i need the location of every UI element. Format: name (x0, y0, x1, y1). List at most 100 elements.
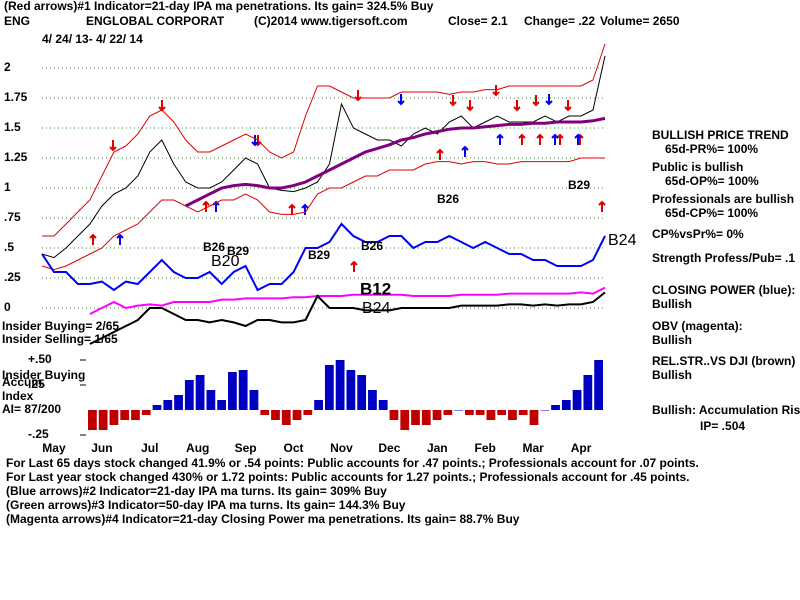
annotation: B20 (211, 253, 240, 270)
left-label: Index (2, 389, 34, 403)
accum-bar (109, 410, 119, 425)
accum-bar (131, 410, 140, 420)
x-tick-label: Feb (475, 441, 496, 455)
arrow-head (496, 133, 504, 139)
arrow-head (564, 106, 572, 112)
sidebar-text: CLOSING POWER (blue): (652, 283, 795, 297)
annotation: B26 (437, 192, 459, 206)
annotation: B26 (203, 240, 225, 254)
accum-bar (432, 410, 442, 420)
sidebar-text: Professionals are bullish (652, 192, 794, 206)
accum-bar (357, 375, 367, 410)
arrow-head (202, 200, 210, 206)
accum-bar (238, 370, 248, 410)
accum-bar (249, 390, 259, 410)
accum-bar (561, 400, 571, 410)
arrow-head (251, 141, 259, 147)
copyright: (C)2014 www.tigersoft.com (254, 14, 408, 28)
sidebar-text: REL.STR..VS DJI (brown) (652, 354, 795, 368)
date-range: 4/ 24/ 13- 4/ 22/ 14 (42, 32, 143, 46)
arrow-head (301, 203, 309, 209)
arrow-head (449, 101, 457, 107)
arrow-head (492, 91, 500, 97)
series-line (42, 43, 606, 237)
sidebar-text: 65d-OP%= 100% (665, 174, 759, 188)
accum-bar (454, 410, 463, 411)
arrow-head (513, 106, 521, 112)
accum-bar (540, 410, 550, 411)
accum-bar (303, 410, 313, 415)
y-tick-label: 1.25 (4, 150, 28, 164)
arrow-head (466, 106, 474, 112)
arrow-head (532, 101, 540, 107)
accum-bar (228, 372, 237, 410)
arrow-head (109, 146, 117, 152)
annotation: B26 (361, 239, 383, 253)
sidebar-text: Bullish (652, 333, 692, 347)
sidebar-text: Bullish (652, 368, 692, 382)
accum-bar (486, 410, 496, 420)
accum-bar (314, 400, 323, 410)
y-tick-label: 1.5 (4, 120, 21, 134)
annotation: B29 (227, 244, 249, 258)
accum-bar (508, 410, 517, 420)
accum-bar (443, 410, 453, 415)
x-tick-label: Jun (91, 441, 112, 455)
accum-bar (421, 410, 431, 425)
y-tick-label: .25 (28, 377, 45, 391)
arrow-head (89, 233, 97, 239)
footer-text: (Magenta arrows)#4 Indicator=21-day Clos… (6, 512, 520, 526)
left-label: Insider Selling= 1/65 (2, 332, 118, 346)
y-tick-label: 1.75 (4, 90, 28, 104)
accum-bar (411, 410, 420, 425)
accum-bar (217, 400, 227, 410)
sidebar-text: Bullish: Accumulation Risi (652, 403, 800, 417)
accum-bar (400, 410, 410, 430)
volume: Volume= 2650 (600, 14, 680, 28)
arrow-head (518, 133, 526, 139)
sidebar-text: CP%vsPr%= 0% (652, 227, 744, 241)
footer-text: For Last year stock changed 430% or 1.72… (6, 470, 690, 484)
arrow-head (574, 133, 582, 139)
arrow-head (598, 200, 606, 206)
accum-bar (141, 410, 151, 415)
arrow-head (461, 145, 469, 151)
accum-bar (475, 410, 485, 415)
sidebar-text: 65d-PR%= 100% (665, 142, 758, 156)
y-tick-label: 1 (4, 180, 11, 194)
arrow-head (288, 203, 296, 209)
footer-text: For Last 65 days stock changed 41.9% or … (6, 456, 699, 470)
accum-bar (464, 410, 474, 415)
accum-bar (518, 410, 528, 415)
y-tick-label: 2 (4, 60, 11, 74)
sidebar-text: Strength Profess/Pub= .1 (652, 251, 795, 265)
x-tick-label: Nov (330, 441, 353, 455)
accum-bar (174, 395, 183, 410)
change: Change= .22 (524, 14, 595, 28)
accum-bar (335, 360, 345, 410)
y-tick-label: .75 (4, 210, 21, 224)
header-line: (Red arrows)#1 Indicator=21-day IPA ma p… (4, 0, 434, 13)
arrow-head (350, 260, 358, 266)
arrow-head (436, 148, 444, 154)
x-tick-label: Aug (186, 441, 209, 455)
arrow-head (551, 133, 559, 139)
footer-text: (Green arrows)#3 Indicator=50-day IPA ma… (6, 498, 406, 512)
sidebar-text: 65d-CP%= 100% (665, 206, 758, 220)
y-tick-label: .5 (4, 240, 14, 254)
accum-bar (529, 410, 539, 425)
accum-bar (152, 405, 162, 410)
accum-bar (120, 410, 130, 420)
accum-bar (184, 380, 194, 410)
accum-bar (583, 375, 593, 410)
annotation: B12 (360, 279, 391, 298)
x-tick-label: Mar (522, 441, 544, 455)
sidebar-text: Public is bullish (652, 160, 743, 174)
sidebar-text: BULLISH PRICE TREND (652, 128, 789, 142)
accum-bar (551, 405, 560, 410)
symbol: ENG (4, 14, 30, 28)
annotation: B24 (608, 232, 637, 249)
company: ENGLOBAL CORPORAT (86, 14, 225, 28)
series-line (89, 291, 606, 345)
x-tick-label: Sep (235, 441, 257, 455)
